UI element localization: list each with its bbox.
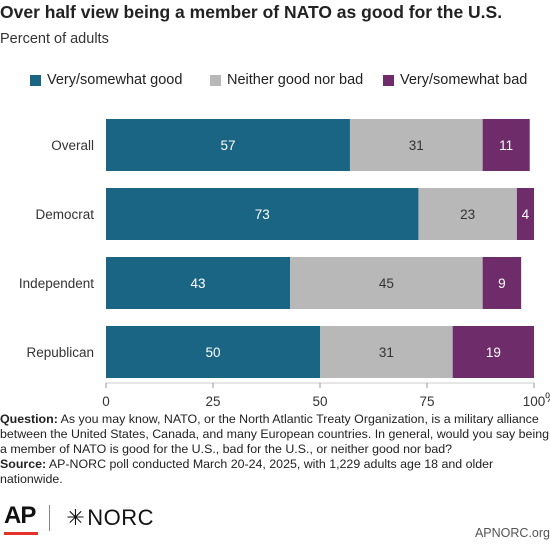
category-label-independent: Independent [19,276,94,291]
bar-democrat-bad [516,188,534,240]
bar-label-independent-neither: 45 [379,276,394,291]
bar-label-overall-bad: 11 [499,138,513,153]
bar-label-overall-good: 57 [220,138,235,153]
ap-logo-underline [4,531,38,535]
x-tick-label-25: 25 [205,394,220,409]
bar-independent-good [106,257,291,309]
bar-label-republican-bad: 19 [486,345,501,360]
x-tick-label-75: 75 [419,394,434,409]
bar-label-democrat-good: 73 [255,207,270,222]
source-label: Source: [0,457,47,471]
legend-item-good: Very/somewhat good [30,72,182,88]
bar-overall-bad [482,119,530,171]
legend-item-bad: Very/somewhat bad [383,72,527,88]
category-label-republican: Republican [26,345,94,360]
question-label: Question: [0,412,58,426]
bar-republican-bad [452,326,534,378]
bar-independent-neither [290,257,483,309]
category-label-democrat: Democrat [35,207,94,222]
x-tick-label-0: 0 [102,394,110,409]
bar-independent-bad [482,257,522,309]
x-tick-label-50: 50 [312,394,327,409]
x-tick-suffix: % [545,390,550,405]
chart-notes: Question: As you may know, NATO, or the … [0,412,550,487]
footer-logos: AP ✳ NORC [4,500,154,536]
legend-swatch-bad [383,74,394,86]
bar-label-independent-bad: 9 [498,276,506,291]
bar-republican-good [106,326,320,378]
ap-logo: AP [4,501,38,535]
legend-label-bad: Very/somewhat bad [400,72,528,88]
question-note: Question: As you may know, NATO, or the … [0,412,550,457]
stacked-bar-chart: Overall 57 31 11 Democrat 73 23 4 Independent 43 4… [19,119,550,409]
legend: Very/somewhat good Neither good nor bad … [0,72,550,92]
bar-label-overall-neither: 31 [409,138,424,153]
norc-logo-text: NORC [87,505,155,530]
logo-divider [49,505,51,531]
bar-label-independent-good: 43 [191,276,206,291]
norc-logo: ✳ NORC [66,505,154,531]
source-text: AP-NORC poll conducted March 20-24, 2025… [0,457,494,486]
legend-swatch-neither [210,74,221,86]
legend-label-good: Very/somewhat good [47,72,183,88]
legend-swatch-good [30,74,41,86]
question-text: As you may know, NATO, or the North Atla… [0,412,549,456]
legend-label-neither: Neither good nor bad [227,72,364,88]
bar-label-republican-good: 50 [205,345,220,360]
source-note: Source: AP-NORC poll conducted March 20-… [0,457,550,487]
bar-label-democrat-neither: 23 [460,207,475,222]
norc-star-icon: ✳ [66,505,86,530]
x-tick-label-100: 100 [523,394,546,409]
bar-label-republican-neither: 31 [379,345,394,360]
bar-democrat-neither [418,188,517,240]
bar-overall-neither [349,119,483,171]
ap-logo-text: AP [4,501,36,529]
legend-item-neither: Neither good nor bad [210,72,363,88]
bar-label-democrat-bad: 4 [522,207,530,222]
chart-title: Over half view being a member of NATO as… [0,2,503,22]
bar-democrat-good [106,188,419,240]
chart-subtitle: Percent of adults [0,31,109,47]
category-label-overall: Overall [51,138,94,153]
bar-overall-good [106,119,350,171]
site-url: APNORC.org [474,526,550,540]
bar-republican-neither [320,326,453,378]
